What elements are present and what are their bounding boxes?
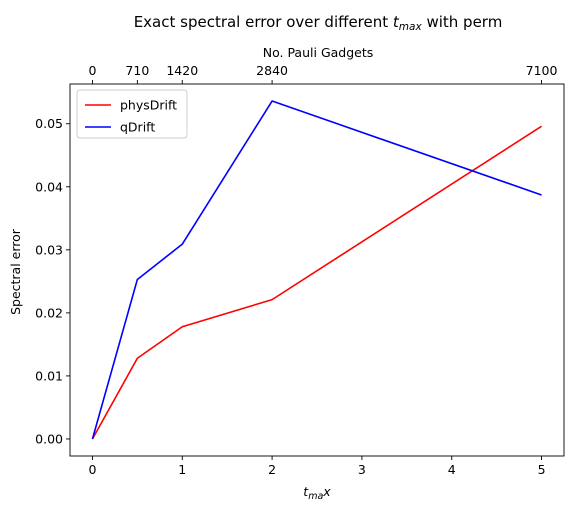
plot-area	[92, 101, 541, 439]
series-line-physDrift	[92, 126, 541, 439]
top-tick-label-1: 710	[125, 63, 149, 78]
x-axis-label: tmax	[303, 484, 331, 502]
legend-label-physDrift: physDrift	[120, 98, 177, 113]
x-tick-label-2: 2	[268, 462, 276, 477]
y-tick-label-3: 0.03	[35, 242, 63, 257]
x-tick-label-0: 0	[88, 462, 96, 477]
top-tick-label-4: 7100	[526, 63, 558, 78]
y-tick-label-5: 0.05	[35, 116, 63, 131]
y-tick-label-4: 0.04	[35, 179, 63, 194]
x-tick-label-4: 4	[448, 462, 456, 477]
chart-title: Exact spectral error over different tmax…	[134, 13, 503, 33]
x-tick-label-5: 5	[538, 462, 546, 477]
chart-title-math-sub: max	[399, 21, 423, 33]
chart-title-prefix: Exact spectral error over different	[134, 13, 393, 31]
legend-label-qDrift: qDrift	[120, 120, 155, 135]
x-axis-label-sub: ma	[308, 491, 323, 502]
x-tick-label-3: 3	[358, 462, 366, 477]
x-axis-label-tail: x	[322, 484, 331, 499]
y-axis-label: Spectral error	[8, 228, 23, 315]
x-tick-label-1: 1	[178, 462, 186, 477]
y-tick-label-1: 0.01	[35, 368, 63, 383]
y-tick-label-0: 0.00	[35, 431, 63, 446]
top-tick-label-2: 1420	[166, 63, 198, 78]
top-tick-label-3: 2840	[256, 63, 288, 78]
top-axis-label: No. Pauli Gadgets	[263, 45, 374, 60]
legend: physDrift qDrift	[77, 90, 187, 138]
y-tick-label-2: 0.02	[35, 305, 63, 320]
chart-title-suffix: with perm	[422, 13, 503, 31]
top-tick-label-0: 0	[88, 63, 96, 78]
